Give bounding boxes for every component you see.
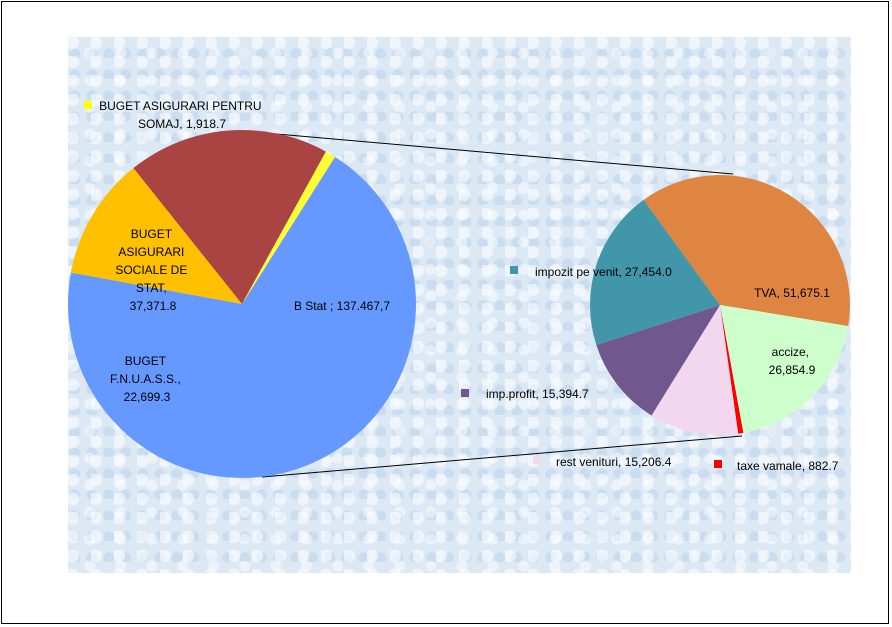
label-imp-profit: imp.profit, 15,394.7 xyxy=(486,387,589,401)
main-pie xyxy=(67,130,416,479)
label-rest-venituri: rest venituri, 15,206.4 xyxy=(556,455,672,469)
pie-slice-accize xyxy=(720,305,849,433)
label-somaj: BUGET ASIGURARI PENTRU SOMAJ, 1,918.7 xyxy=(99,99,265,131)
pie-slice-imp-profit xyxy=(596,305,720,416)
label-b-stat: B Stat ; 137.467,7 xyxy=(294,299,390,313)
label-impozit-venit: impozit pe venit, 27,454.0 xyxy=(535,265,672,279)
label-tva: TVA, 51,675.1 xyxy=(754,286,830,300)
label-fnuass: BUGET F.N.U.A.S.S., 22,699.3 xyxy=(110,354,184,404)
pie-slice-buget-asigurari-sociale-de-stat xyxy=(133,130,326,304)
legend-marker-imp-profit xyxy=(461,389,469,397)
legend-marker-taxe-vamale xyxy=(714,460,722,468)
pie-slice-buget-f-n-u-a-s-s xyxy=(70,168,242,304)
label-asigurari-sociale: BUGET ASIGURARI SOCIALE DE STAT, 37,371.… xyxy=(115,227,190,313)
secondary-pie xyxy=(590,174,850,435)
label-accize: accize, 26,854.9 xyxy=(769,345,816,377)
pie-slice-tva xyxy=(643,174,850,327)
pie-slice-taxe-vamale xyxy=(720,305,744,434)
pie-slice-impozit-pe-venit xyxy=(590,199,720,345)
legend-marker-rest-venituri xyxy=(533,456,541,464)
legend-marker-impozit-venit xyxy=(510,266,518,274)
pie-slice-b-stat xyxy=(67,156,416,479)
pie-slice-rest-venituri xyxy=(651,305,739,435)
pie-slice-buget-asigurari-pentru-somaj xyxy=(242,151,335,304)
label-taxe-vamale: taxe vamale, 882.7 xyxy=(737,459,839,473)
connector-line-bottom xyxy=(261,435,743,478)
legend-marker-somaj xyxy=(84,101,92,109)
connector-line-top xyxy=(241,130,734,175)
